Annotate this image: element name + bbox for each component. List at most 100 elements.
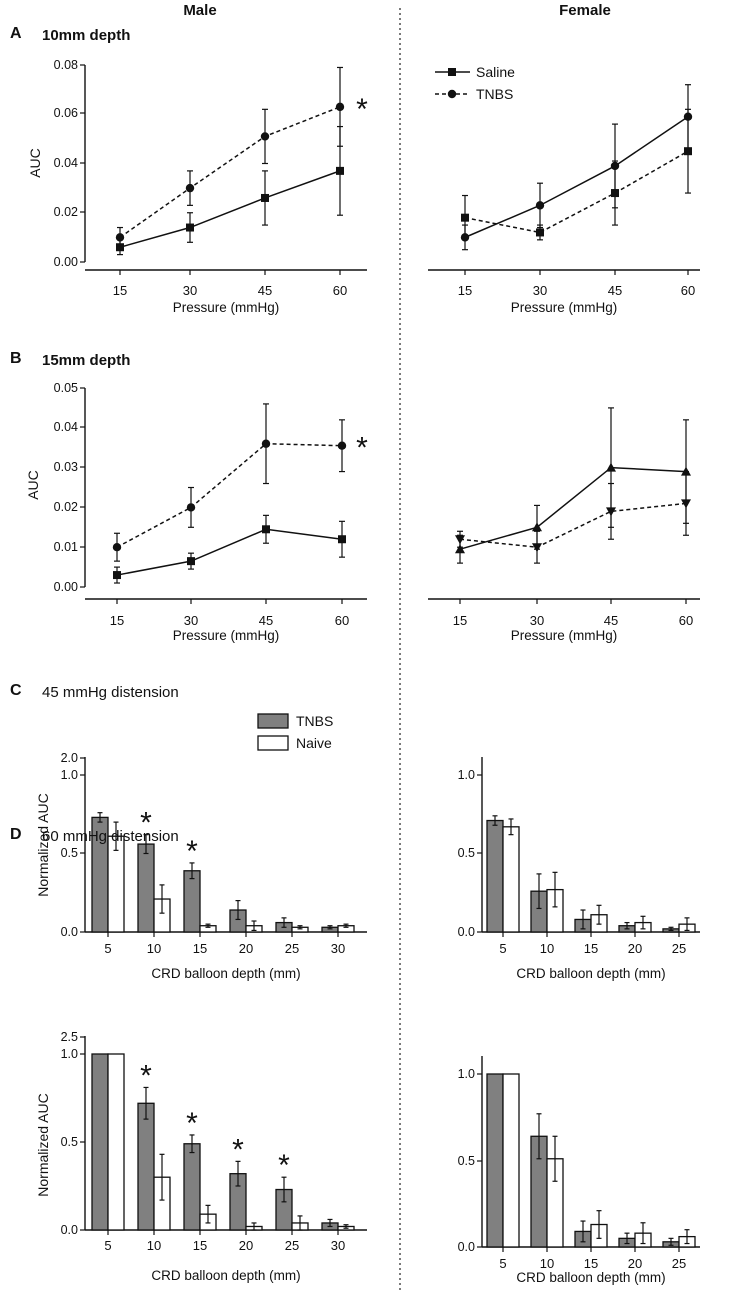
legend-label: TNBS (476, 86, 513, 102)
panel-title: 45 mmHg distension (42, 684, 179, 701)
data-point-circle (535, 201, 545, 210)
data-point-circle (337, 441, 347, 450)
legend-marker (448, 68, 456, 76)
bar-naive (107, 1053, 125, 1231)
x-axis-label: CRD balloon depth (mm) (516, 1270, 665, 1285)
significance-marker: * (356, 93, 368, 126)
x-tick-label: 5 (104, 1238, 111, 1253)
panel-letter: C (10, 682, 22, 699)
y-tick-label: 1.0 (61, 768, 78, 782)
significance-marker: * (186, 1107, 198, 1140)
data-point-circle (112, 543, 122, 552)
y-tick-label: 0.01 (54, 540, 78, 554)
x-tick-label: 10 (540, 1256, 554, 1271)
x-tick-label: 5 (499, 941, 506, 956)
legend-swatch (257, 735, 289, 751)
x-tick-label: 30 (533, 283, 547, 298)
x-tick-label: 25 (285, 1238, 299, 1253)
y-tick-label: 0.04 (54, 420, 78, 434)
data-point-square (684, 147, 692, 156)
panel-letter: D (10, 826, 22, 843)
bar-tnbs (137, 843, 155, 933)
x-tick-label: 20 (239, 941, 253, 956)
legend-label: TNBS (296, 713, 333, 729)
legend-marker (447, 89, 457, 99)
bar-naive (502, 826, 520, 933)
x-tick-label: 15 (458, 283, 472, 298)
x-tick-label: 15 (113, 283, 127, 298)
panel-letter: A (10, 25, 22, 42)
x-tick-label: 10 (540, 941, 554, 956)
y-tick-label: 0.5 (458, 846, 475, 860)
x-tick-label: 15 (110, 613, 124, 628)
x-axis-label: CRD balloon depth (mm) (516, 966, 665, 981)
x-tick-label: 30 (184, 613, 198, 628)
x-tick-label: 25 (672, 941, 686, 956)
x-tick-label: 15 (453, 613, 467, 628)
y-tick-label: 0.0 (458, 925, 475, 939)
data-point-square (338, 535, 346, 544)
bar-tnbs (137, 1102, 155, 1231)
panel-title: 10mm depth (42, 27, 130, 44)
x-tick-label: 10 (147, 941, 161, 956)
legend-swatch (257, 713, 289, 729)
data-point-circle (260, 132, 270, 141)
data-point-square (611, 189, 619, 198)
y-tick-label: 0.06 (54, 106, 78, 120)
bar-tnbs (486, 1073, 504, 1248)
bar-naive (502, 1073, 520, 1248)
series-line (464, 150, 689, 234)
y-axis-label: AUC (27, 148, 43, 178)
data-point-square (262, 525, 270, 534)
x-axis-label: Pressure (mmHg) (173, 628, 280, 643)
y-tick-label: 0.04 (54, 156, 78, 170)
y-tick-label: 0.0 (458, 1240, 475, 1254)
data-point-circle (261, 439, 271, 448)
data-point-circle (335, 102, 345, 112)
panel-title: 60 mmHg distension (42, 828, 179, 845)
data-point-square (186, 223, 194, 232)
x-tick-label: 30 (183, 283, 197, 298)
header-male: Male (183, 2, 216, 19)
legend-label: Naive (296, 735, 332, 751)
y-tick-label: 0.02 (54, 500, 78, 514)
axis-break-label: 2.5 (61, 1030, 78, 1044)
x-tick-label: 60 (335, 613, 349, 628)
x-tick-label: 30 (530, 613, 544, 628)
series-line (119, 106, 341, 238)
series-line (116, 442, 343, 548)
significance-marker: * (186, 835, 198, 868)
x-tick-label: 60 (681, 283, 695, 298)
data-point-square (461, 213, 469, 222)
x-tick-label: 5 (104, 941, 111, 956)
legend-label: Saline (476, 64, 515, 80)
series-line (119, 170, 341, 248)
x-tick-label: 15 (584, 941, 598, 956)
significance-marker: * (140, 807, 152, 840)
x-tick-label: 15 (584, 1256, 598, 1271)
x-tick-label: 60 (333, 283, 347, 298)
x-tick-label: 15 (193, 941, 207, 956)
data-point-triangle (532, 522, 542, 532)
data-point-triangle (532, 543, 542, 553)
y-tick-label: 0.5 (61, 846, 78, 860)
panel-title: 15mm depth (42, 352, 130, 369)
y-tick-label: 0.08 (54, 58, 78, 72)
y-tick-label: 0.00 (54, 255, 78, 269)
series-line (459, 466, 687, 550)
significance-marker: * (278, 1149, 290, 1182)
data-point-triangle (455, 544, 465, 554)
x-tick-label: 5 (499, 1256, 506, 1271)
x-tick-label: 30 (331, 1238, 345, 1253)
data-point-circle (115, 233, 125, 242)
bar-tnbs (91, 1053, 109, 1231)
data-point-square (336, 166, 344, 175)
x-tick-label: 20 (239, 1238, 253, 1253)
x-tick-label: 20 (628, 941, 642, 956)
y-axis-label: Normalized AUC (35, 1093, 51, 1196)
x-tick-label: 25 (672, 1256, 686, 1271)
data-point-square (187, 557, 195, 566)
x-axis-label: Pressure (mmHg) (511, 300, 618, 315)
bar-tnbs (183, 1143, 201, 1231)
y-tick-label: 1.0 (61, 1047, 78, 1061)
